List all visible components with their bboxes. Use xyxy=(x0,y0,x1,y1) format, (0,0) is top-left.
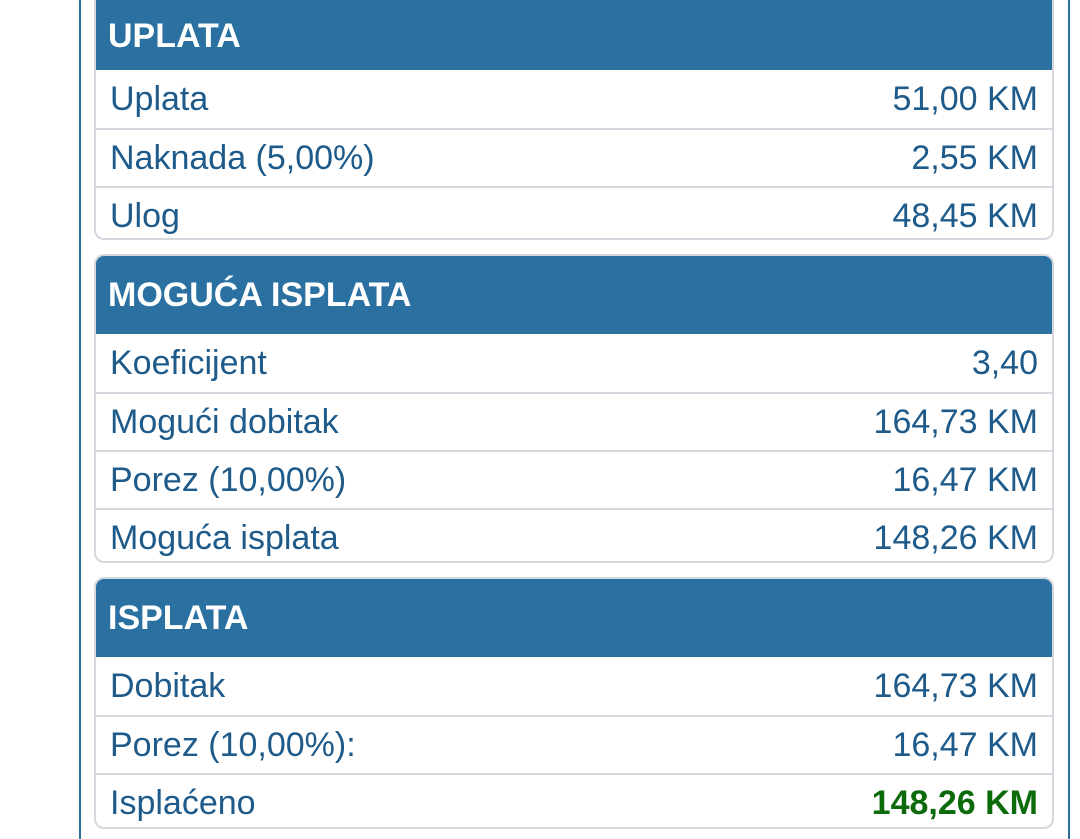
row-value: 3,40 xyxy=(971,343,1038,382)
uplata-row: Uplata 51,00 KM xyxy=(96,70,1052,128)
moguci-dobitak-row: Mogući dobitak 164,73 KM xyxy=(96,392,1052,450)
ulog-row: Ulog 48,45 KM xyxy=(96,186,1052,238)
row-label: Moguća isplata xyxy=(110,518,339,557)
row-value: 2,55 KM xyxy=(911,138,1038,177)
dobitak-row: Dobitak 164,73 KM xyxy=(96,657,1052,715)
row-value: 164,73 KM xyxy=(873,402,1038,441)
row-label: Porez (10,00%) xyxy=(110,460,347,499)
paid-out-value: 148,26 KM xyxy=(871,783,1038,822)
row-value: 16,47 KM xyxy=(892,725,1038,764)
moguca-isplata-row: Moguća isplata 148,26 KM xyxy=(96,508,1052,561)
row-label: Porez (10,00%): xyxy=(110,725,356,764)
porez-row: Porez (10,00%) 16,47 KM xyxy=(96,450,1052,508)
uplata-header: UPLATA xyxy=(96,0,1052,70)
isplata-panel: ISPLATA Dobitak 164,73 KM Porez (10,00%)… xyxy=(94,577,1054,829)
isplaceno-row: Isplaćeno 148,26 KM xyxy=(96,773,1052,827)
uplata-panel: UPLATA Uplata 51,00 KM Naknada (5,00%) 2… xyxy=(94,0,1054,240)
row-label: Dobitak xyxy=(110,666,226,705)
row-label: Ulog xyxy=(110,196,180,235)
moguca-isplata-header: MOGUĆA ISPLATA xyxy=(96,256,1052,334)
row-label: Uplata xyxy=(110,79,209,118)
row-value: 48,45 KM xyxy=(892,196,1038,235)
isplata-header: ISPLATA xyxy=(96,579,1052,657)
row-value: 148,26 KM xyxy=(873,518,1038,557)
koeficijent-row: Koeficijent 3,40 xyxy=(96,334,1052,392)
row-label: Mogući dobitak xyxy=(110,402,339,441)
row-value: 51,00 KM xyxy=(892,79,1038,118)
row-label: Koeficijent xyxy=(110,343,267,382)
row-label: Isplaćeno xyxy=(110,783,256,822)
row-label: Naknada (5,00%) xyxy=(110,138,375,177)
naknada-row: Naknada (5,00%) 2,55 KM xyxy=(96,128,1052,186)
row-value: 16,47 KM xyxy=(892,460,1038,499)
moguca-isplata-panel: MOGUĆA ISPLATA Koeficijent 3,40 Mogući d… xyxy=(94,254,1054,563)
isplata-porez-row: Porez (10,00%): 16,47 KM xyxy=(96,715,1052,773)
row-value: 164,73 KM xyxy=(873,666,1038,705)
